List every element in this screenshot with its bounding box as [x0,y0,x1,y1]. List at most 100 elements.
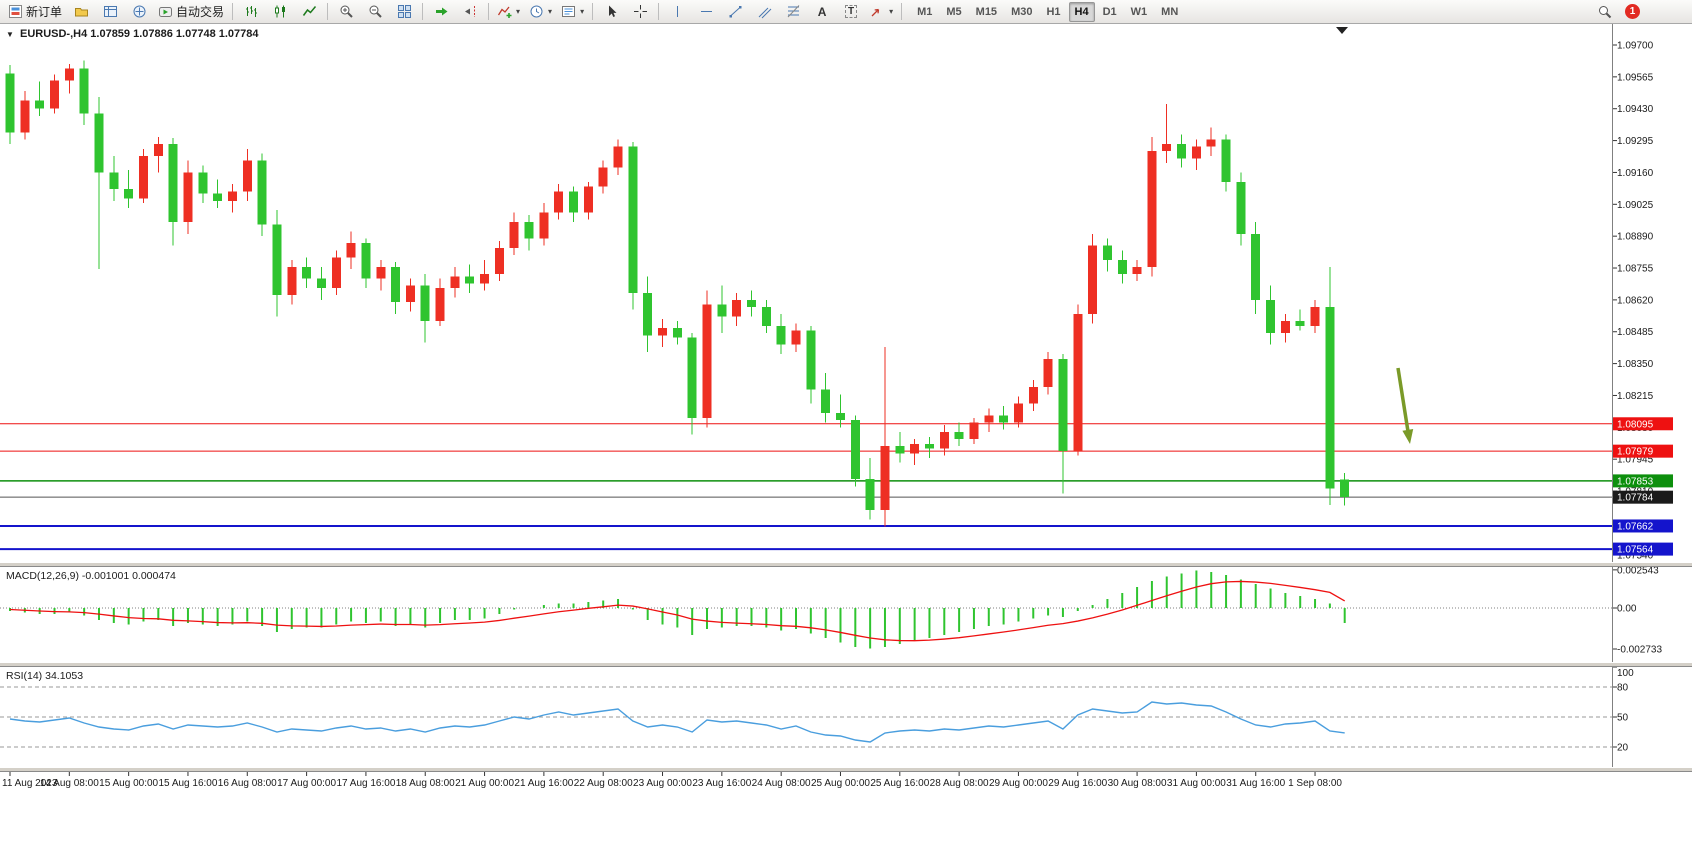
period-button-mn[interactable]: MN [1161,5,1179,18]
toolbar-right-group: 1 [1590,1,1640,23]
new-order-button[interactable]: 新订单 [4,1,66,23]
period-button-m1[interactable]: M1 [917,5,933,18]
search-icon [1597,4,1612,19]
macd-indicator-label: MACD(12,26,9) -0.001001 0.000474 [6,570,176,582]
svg-text:24 Aug 08:00: 24 Aug 08:00 [752,778,811,789]
period-button-m15[interactable]: M15 [975,5,998,18]
horizontal-line-tool-button[interactable] [692,1,720,23]
period-button-h4[interactable]: H4 [1068,1,1095,22]
trendline-tool-button[interactable] [721,1,749,23]
svg-text:1.07784: 1.07784 [1617,493,1654,504]
indicators-icon [497,4,512,19]
notification-badge[interactable]: 1 [1625,4,1640,19]
chart-ohlc-values: 1.07859 1.07886 1.07748 1.07784 [90,28,259,40]
chart-shift-icon [463,4,478,19]
search-button[interactable] [1590,1,1618,23]
toolbar-separator [422,3,424,20]
macd-values: -0.001001 0.000474 [81,570,176,582]
period-button-m5[interactable]: M5 [946,5,962,18]
zoom-out-button[interactable] [361,1,389,23]
period-button-d1[interactable]: D1 [1102,5,1117,18]
chart-symbol-label: EURUSD-,H4 [19,28,88,40]
horizontal-price-lines[interactable] [0,423,1612,551]
zoom-in-button[interactable] [332,1,360,23]
svg-text:1.09430: 1.09430 [1617,104,1654,115]
svg-text:1.08095: 1.08095 [1617,419,1654,430]
svg-text:25 Aug 00:00: 25 Aug 00:00 [811,778,870,789]
autotrading-button[interactable]: 自动交易 [154,1,228,23]
chart-shift-marker [1336,27,1348,34]
svg-text:17 Aug 00:00: 17 Aug 00:00 [277,778,336,789]
svg-text:1.07540: 1.07540 [1617,550,1654,561]
indicators-button[interactable]: ▾ [493,1,524,23]
svg-text:1.07945: 1.07945 [1617,455,1654,466]
auto-scroll-button[interactable] [427,1,455,23]
svg-text:1 Sep 08:00: 1 Sep 08:00 [1288,778,1342,789]
new-order-label: 新订单 [26,5,63,19]
crosshair-tool-button[interactable] [626,1,654,23]
svg-text:0.00: 0.00 [1617,604,1637,615]
chart-canvas[interactable]: 1.09700 1.09565 1.09430 1.09295 1.09160 1.090… [0,24,1692,853]
templates-icon [561,4,576,19]
svg-text:1.09160: 1.09160 [1617,168,1654,179]
dropdown-caret-icon: ▾ [580,7,585,16]
rsi-indicator-label: RSI(14) 34.1053 [6,670,83,682]
rsi-name: RSI(14) [6,670,43,682]
data-window-button[interactable] [96,1,124,23]
tile-windows-icon [397,4,412,19]
candlestick-chart-icon [273,4,288,19]
svg-text:30 Aug 08:00: 30 Aug 08:00 [1108,778,1167,789]
periods-menu-button[interactable]: ▾ [525,1,556,23]
line-chart-button[interactable] [295,1,323,23]
autotrading-icon [158,4,173,19]
cursor-icon [604,4,619,19]
clock-icon [529,4,544,19]
label-tool-button[interactable]: T [837,1,865,23]
svg-text:1.08350: 1.08350 [1617,359,1654,370]
period-button-w1[interactable]: W1 [1130,5,1148,18]
period-button-h1[interactable]: H1 [1046,5,1061,18]
rsi-panel: 100 80 50 20 [0,666,1634,754]
svg-text:11 Aug 2023: 11 Aug 2023 [2,778,58,789]
toolbar-separator [592,3,594,20]
arrow-shape-icon [870,4,885,19]
chart-shift-button[interactable] [456,1,484,23]
templates-button[interactable]: ▾ [557,1,588,23]
chart-area: 1.09700 1.09565 1.09430 1.09295 1.09160 1.090… [0,24,1692,853]
svg-text:14 Aug 08:00: 14 Aug 08:00 [40,778,99,789]
new-order-icon [8,4,23,19]
svg-text:15 Aug 16:00: 15 Aug 16:00 [158,778,217,789]
text-tool-button[interactable]: A [808,1,836,23]
shapes-tool-button[interactable]: ▾ [866,1,897,23]
navigator-button[interactable] [125,1,153,23]
candlestick-chart-button[interactable] [266,1,294,23]
svg-text:1.09565: 1.09565 [1617,72,1654,83]
bar-chart-button[interactable] [237,1,265,23]
auto-scroll-icon [434,4,449,19]
vertical-line-tool-button[interactable] [663,1,691,23]
fibonacci-icon [786,4,801,19]
channel-tool-button[interactable] [750,1,778,23]
timeframe-button-group: M1 M5 M15 M30 H1 H4 D1 W1 MN [911,1,1184,22]
dropdown-caret-icon: ▾ [548,7,553,16]
profiles-folder-icon [74,4,89,19]
svg-text:1.09295: 1.09295 [1617,136,1654,147]
channel-icon [757,4,772,19]
zoom-out-icon [368,4,383,19]
line-chart-icon [302,4,317,19]
toolbar-separator [327,3,329,20]
svg-text:25 Aug 16:00: 25 Aug 16:00 [870,778,929,789]
svg-text:28 Aug 08:00: 28 Aug 08:00 [930,778,989,789]
cursor-tool-button[interactable] [597,1,625,23]
tile-windows-button[interactable] [390,1,418,23]
panel-separators[interactable] [0,562,1692,772]
period-button-m30[interactable]: M30 [1011,5,1033,18]
vertical-line-icon [670,4,685,19]
collapse-arrow-icon[interactable]: ▼ [6,30,14,39]
svg-text:80: 80 [1617,683,1629,694]
fibonacci-tool-button[interactable] [779,1,807,23]
svg-text:100: 100 [1617,668,1634,679]
profiles-button[interactable] [67,1,95,23]
svg-text:1.08620: 1.08620 [1617,295,1654,306]
arrow-annotation[interactable] [1396,367,1414,444]
